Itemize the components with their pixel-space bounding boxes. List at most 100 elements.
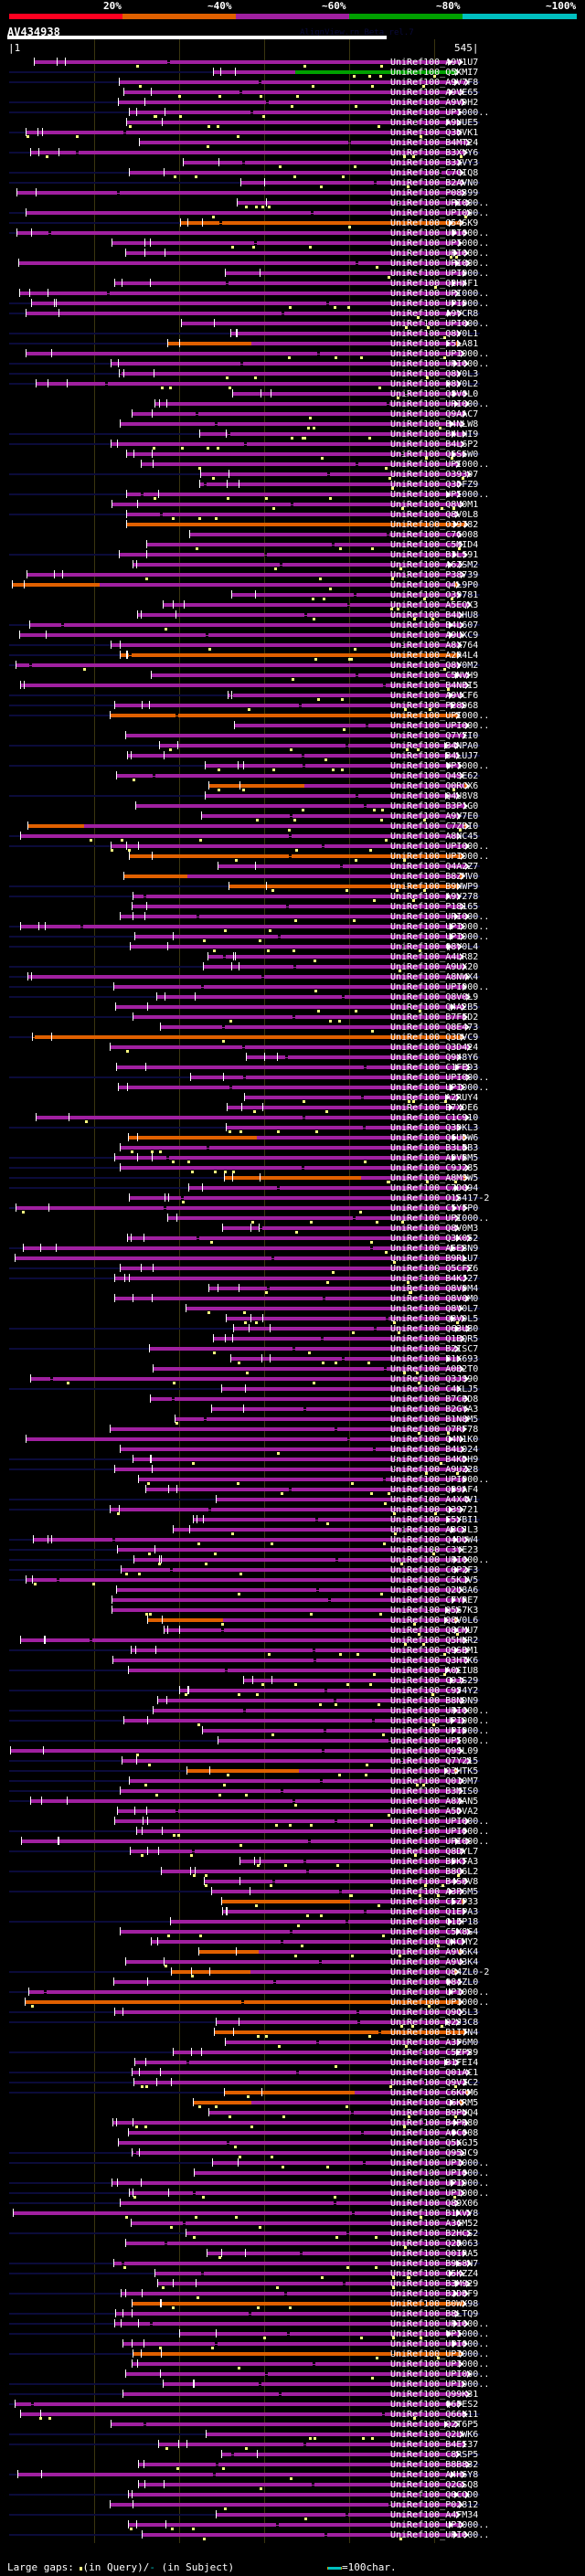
hit-label[interactable]: UniRef100_Q4CMY2 [390, 1937, 479, 1947]
hit-label[interactable]: UniRef100_Q0IRA5 [390, 2249, 479, 2259]
hit-row[interactable]: UniRef100_Q39721 [0, 1505, 585, 1515]
hit-label[interactable]: UniRef100_Q39AF4 [390, 1485, 479, 1495]
hit-row[interactable]: UniRef100_B3M929 [0, 2279, 585, 2289]
hit-label[interactable]: UniRef100_B2GYA3 [390, 1405, 479, 1415]
hit-row[interactable]: UniRef100_Q1EP18 [0, 1917, 585, 1927]
hit-label[interactable]: UniRef100_Q54SK9 [390, 218, 479, 228]
hit-row[interactable]: UniRef100_Q9SL09 [0, 1746, 585, 1756]
hit-row[interactable]: UniRef100_Q4CMY2 [0, 1937, 585, 1947]
hit-row[interactable]: UniRef100_Q5HKR2 [0, 1636, 585, 1646]
hit-label[interactable]: UniRef100_B9PUQ4 [390, 2108, 479, 2118]
hit-label[interactable]: UniRef100_UPI000.. [390, 249, 490, 259]
hit-row[interactable]: UniRef100_UPI000.. [0, 490, 585, 500]
hit-label[interactable]: UniRef100_Q8V0L9 [390, 992, 479, 1002]
hit-label[interactable]: UniRef100_O39307 [390, 470, 479, 480]
hit-label[interactable]: UniRef100_B4PR80 [390, 2118, 479, 2128]
hit-row[interactable]: UniRef100_P18165 [0, 902, 585, 912]
hit-row[interactable]: UniRef100_UPI000.. [0, 319, 585, 329]
hit-row[interactable]: UniRef100_A9UXC9 [0, 631, 585, 641]
hit-row[interactable]: UniRef100_Q6UDW6 [0, 1133, 585, 1143]
hit-label[interactable]: UniRef100_UPI000.. [390, 2349, 490, 2359]
hit-label[interactable]: UniRef100_Q84ZL0 [390, 1977, 479, 1988]
hit-label[interactable]: UniRef100_Q2J3C8 [390, 2018, 479, 2028]
hit-label[interactable]: UniRef100_Q5HKR2 [390, 1636, 479, 1646]
hit-label[interactable]: UniRef100_UPI000.. [390, 208, 490, 218]
hit-row[interactable]: UniRef100_Q8V0L5 [0, 1314, 585, 1324]
hit-label[interactable]: UniRef100_A9VE65 [390, 88, 479, 98]
hit-row[interactable]: UniRef100_UPI000.. [0, 761, 585, 771]
hit-label[interactable]: UniRef100_Q95JC9 [390, 2148, 479, 2158]
hit-label[interactable]: UniRef100_UPI000.. [390, 1817, 490, 1827]
hit-label[interactable]: UniRef100_O39781 [390, 590, 479, 600]
hit-row[interactable]: UniRef100_UPI000.. [0, 711, 585, 721]
hit-row[interactable]: UniRef100_Q9AAC7 [0, 409, 585, 419]
hit-label[interactable]: UniRef100_Q7Y215 [390, 1756, 479, 1766]
hit-row[interactable]: UniRef100_Q8V0M2 [0, 661, 585, 671]
hit-label[interactable]: UniRef100_Q8V0L7 [390, 1304, 479, 1314]
hit-row[interactable]: UniRef100_A5EQX3 [0, 600, 585, 610]
hit-row[interactable]: UniRef100_Q8V0L0 [0, 389, 585, 399]
hit-label[interactable]: UniRef100_UPI000.. [390, 319, 490, 329]
hit-label[interactable]: UniRef100_Q8E473 [390, 1023, 479, 1033]
hit-row[interactable]: UniRef100_B1K693 [0, 1354, 585, 1364]
hit-row[interactable]: UniRef100_Q8V0L8 [0, 510, 585, 520]
hit-row[interactable]: UniRef100_O39781 [0, 590, 585, 600]
hit-label[interactable]: UniRef100_B8ZMV0 [390, 872, 479, 882]
hit-label[interactable]: UniRef100_A4H6Y8 [390, 2470, 479, 2480]
hit-label[interactable]: UniRef100_Q2T6P5 [390, 2420, 479, 2430]
hit-label[interactable]: UniRef100_Q9SL09 [390, 1746, 479, 1756]
hit-row[interactable]: UniRef100_UPI000.. [0, 2329, 585, 2339]
hit-label[interactable]: UniRef100_B4L607 [390, 620, 479, 631]
hit-row[interactable]: UniRef100_A8NWX4 [0, 972, 585, 982]
hit-row[interactable]: UniRef100_UPI000.. [0, 982, 585, 992]
hit-label[interactable]: UniRef100_P02812 [390, 2500, 479, 2510]
hit-label[interactable]: UniRef100_B8B832 [390, 2460, 479, 2470]
hit-label[interactable]: UniRef100_Q3DFZ9 [390, 480, 479, 490]
hit-row[interactable]: UniRef100_UPI000.. [0, 460, 585, 470]
hit-row[interactable]: UniRef100_B7XDE6 [0, 1103, 585, 1113]
hit-row[interactable]: UniRef100_UPI000.. [0, 359, 585, 369]
hit-row[interactable]: UniRef100_B2HCS2 [0, 2229, 585, 2239]
hit-row[interactable]: UniRef100_A9VDH2 [0, 98, 585, 108]
hit-row[interactable]: UniRef100_UPI000.. [0, 249, 585, 259]
hit-row[interactable]: UniRef100_A9UX20 [0, 962, 585, 972]
hit-label[interactable]: UniRef100_C8RSP5 [390, 2450, 479, 2460]
hit-row[interactable]: UniRef100_Q8V0M4 [0, 1284, 585, 1294]
hit-label[interactable]: UniRef100_Q3HVK1 [390, 128, 479, 138]
hit-label[interactable]: UniRef100_UPI000.. [390, 399, 490, 409]
hit-label[interactable]: UniRef100_B4EI37 [390, 2440, 479, 2450]
hit-row[interactable]: UniRef100_A9UUE5 [0, 118, 585, 128]
hit-row[interactable]: UniRef100_UPI000.. [0, 299, 585, 309]
hit-row[interactable]: UniRef100_B4KDH9 [0, 1455, 585, 1465]
hit-label[interactable]: UniRef100_UPI000.. [390, 982, 490, 992]
hit-label[interactable]: UniRef100_B4KJ27 [390, 1274, 479, 1284]
hit-label[interactable]: UniRef100_UPI000.. [390, 2339, 490, 2349]
hit-label[interactable]: UniRef100_C7DG94 [390, 1183, 479, 1193]
hit-row[interactable]: UniRef100_A9VCF6 [0, 691, 585, 701]
hit-row[interactable]: UniRef100_Q84ZL0-2 [0, 1967, 585, 1977]
hit-label[interactable]: UniRef100_UPI000.. [390, 228, 490, 239]
hit-label[interactable]: UniRef100_B9RLU7 [390, 1254, 479, 1264]
hit-label[interactable]: UniRef100_Q0RCX6 [390, 781, 479, 791]
hit-label[interactable]: UniRef100_C5ZP33 [390, 1897, 479, 1907]
hit-label[interactable]: UniRef100_A9VDH2 [390, 98, 479, 108]
hit-row[interactable]: UniRef100_UPI000.. [0, 721, 585, 731]
hit-row[interactable]: UniRef100_Q2H4F1 [0, 279, 585, 289]
hit-row[interactable]: UniRef100_Q0CQD0 [0, 2490, 585, 2500]
hit-row[interactable]: UniRef100_C1C910 [0, 1113, 585, 1123]
hit-label[interactable]: UniRef100_UPI000.. [390, 1214, 490, 1224]
hit-label[interactable]: UniRef100_A8NWX4 [390, 972, 479, 982]
hit-row[interactable]: UniRef100_C5KJV5 [0, 1575, 585, 1585]
hit-label[interactable]: UniRef100_A8X764 [390, 641, 479, 651]
hit-label[interactable]: UniRef100_Q63UB0 [390, 1324, 479, 1334]
hit-label[interactable]: UniRef100_B9KTA3 [390, 1857, 479, 1867]
hit-row[interactable]: UniRef100_UPI000.. [0, 1736, 585, 1746]
hit-row[interactable]: UniRef100_B2DBF9 [0, 2289, 585, 2299]
hit-label[interactable]: UniRef100_UPI000.. [390, 721, 490, 731]
hit-row[interactable]: UniRef100_Q1EPA3 [0, 1907, 585, 1917]
hit-row[interactable]: UniRef100_Q4DUW4 [0, 1535, 585, 1545]
hit-row[interactable]: UniRef100_B4NPA0 [0, 741, 585, 751]
hit-label[interactable]: UniRef100_A9VBM5 [390, 1153, 479, 1163]
hit-row[interactable]: UniRef100_A0B2T0 [0, 1364, 585, 1374]
hit-row[interactable]: UniRef100_B3XVY6 [0, 148, 585, 158]
